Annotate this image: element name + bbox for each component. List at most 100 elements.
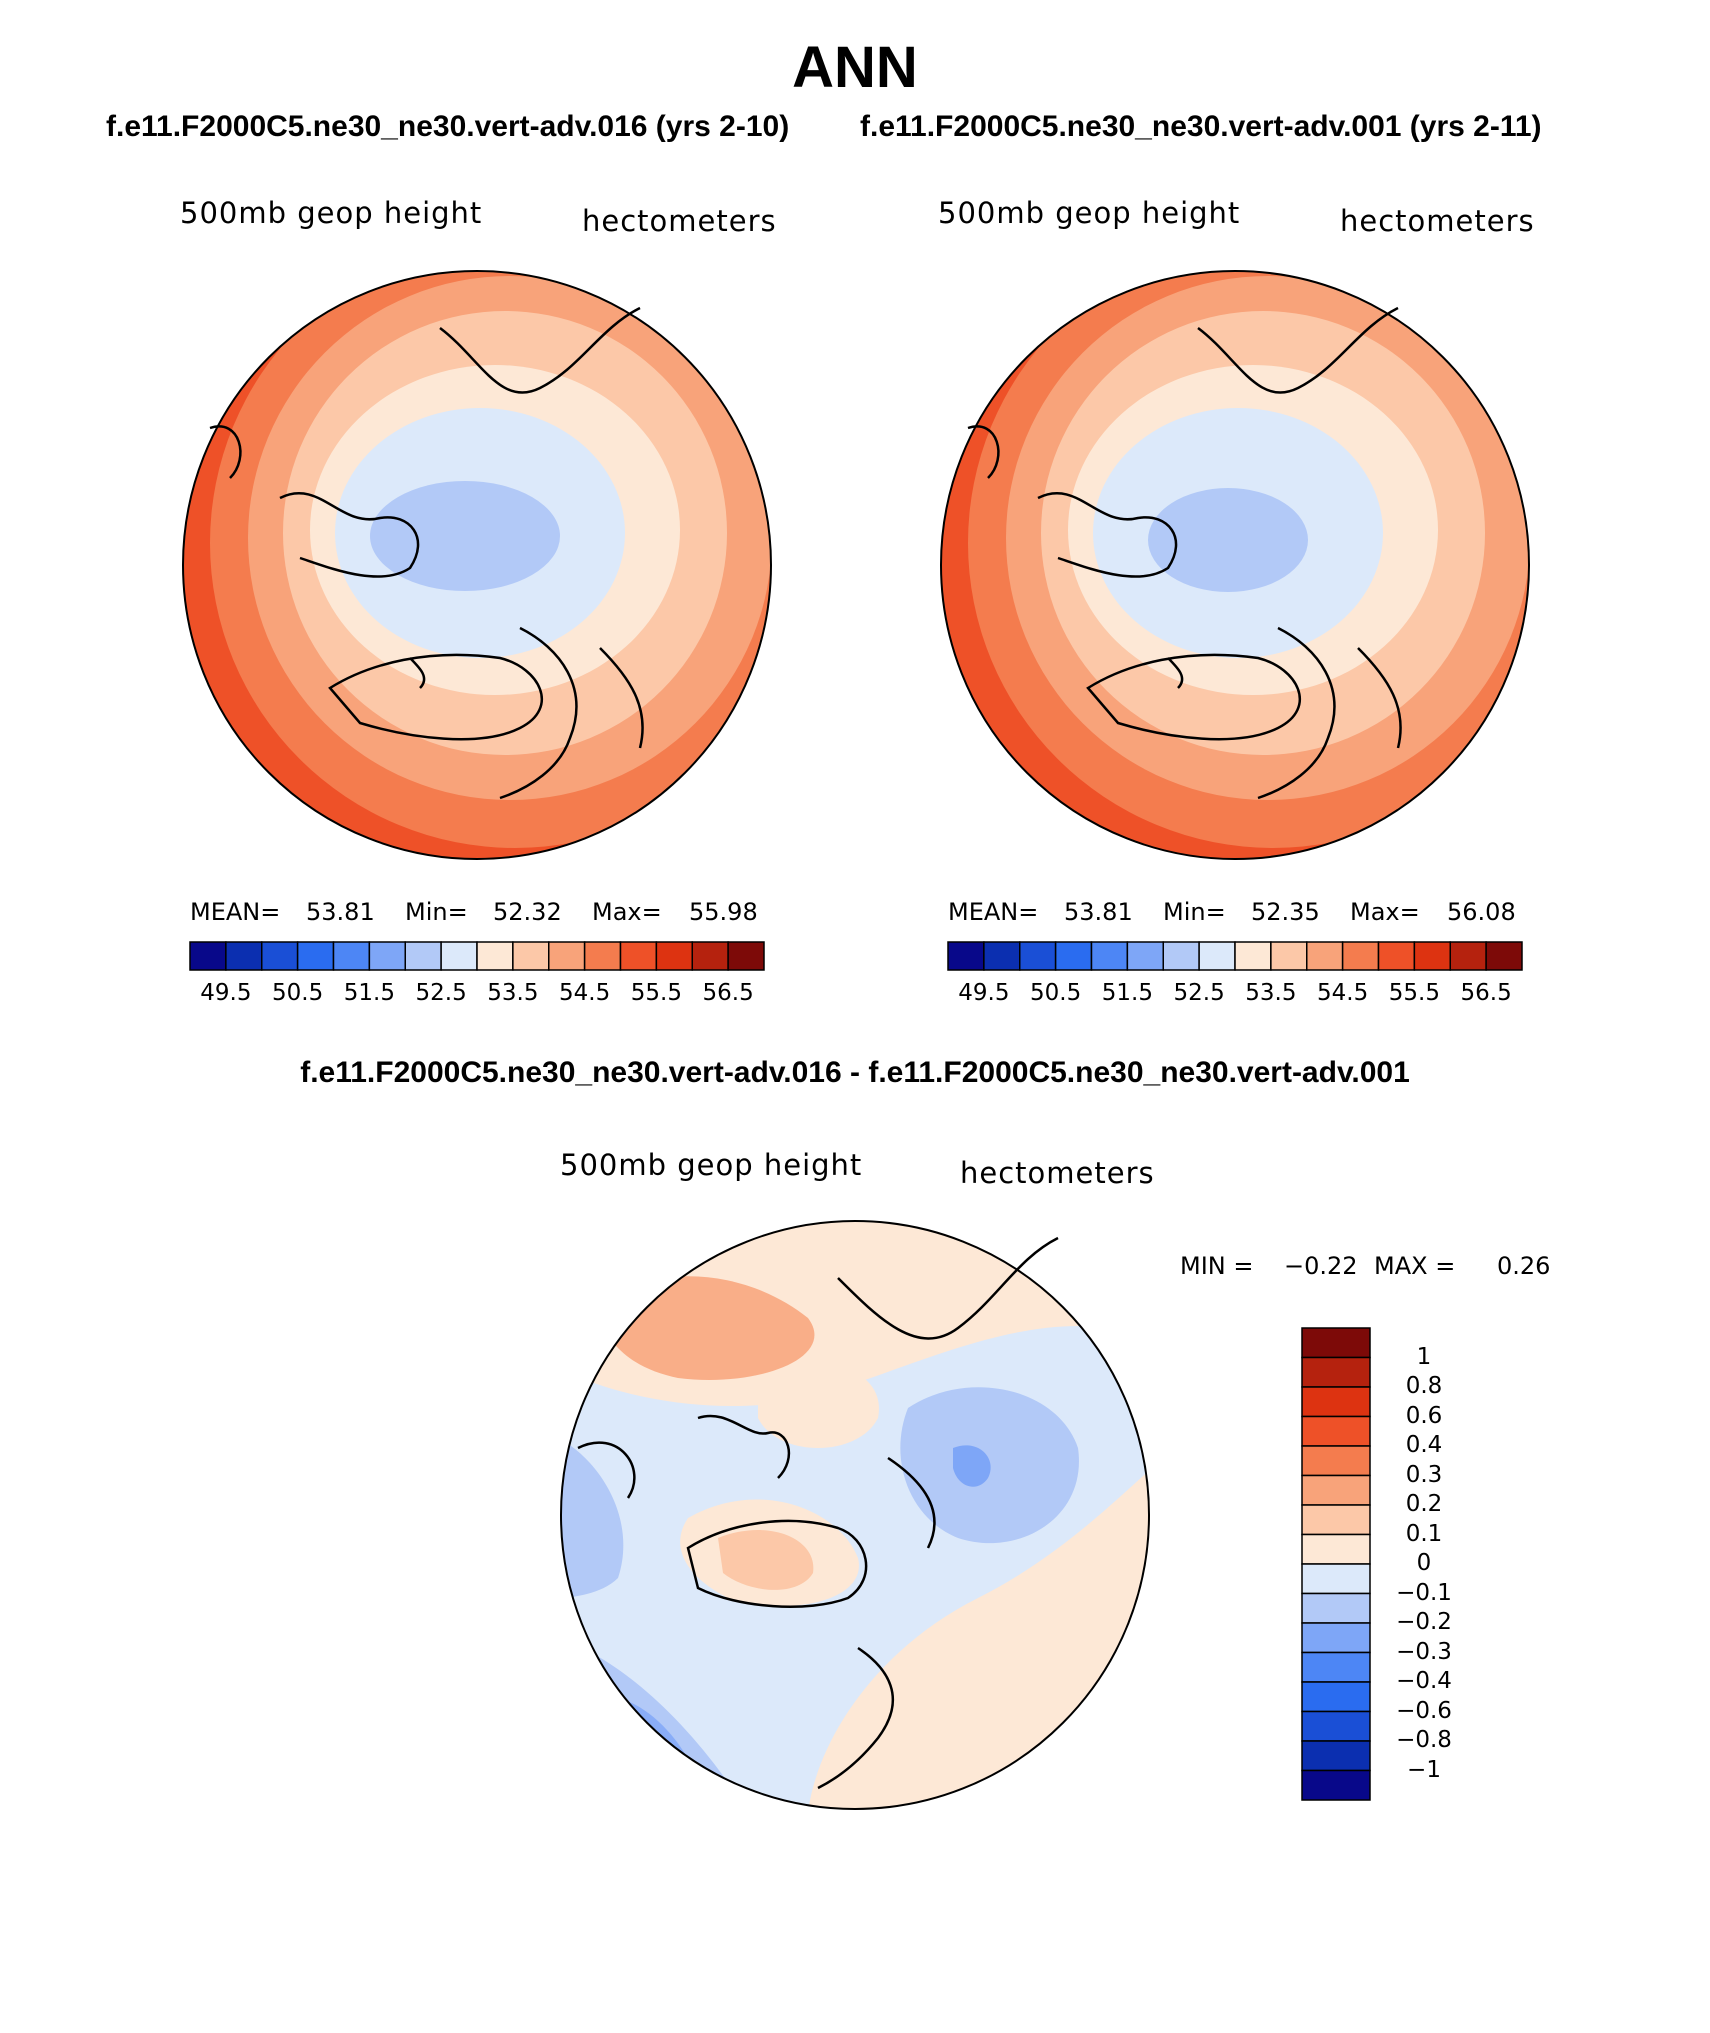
colorbar-swatch xyxy=(1341,941,1380,971)
colorbar-tick-label: 51.5 xyxy=(1101,980,1153,1006)
colorbar-tick-label: 54.5 xyxy=(1317,980,1369,1006)
colorbar-swatch xyxy=(727,941,765,971)
colorbar-swatch xyxy=(1198,941,1236,971)
colorbar-tick-label: 0.3 xyxy=(1405,1461,1443,1488)
colorbar-swatch xyxy=(1019,941,1057,971)
colorbar-tick-label: 0 xyxy=(1416,1550,1432,1576)
left-units-label: hectometers xyxy=(582,204,777,238)
colorbar-swatch xyxy=(1485,941,1523,971)
colorbar-swatch xyxy=(1301,1533,1371,1565)
colorbar-swatch xyxy=(1234,941,1272,971)
figure-title: ANN xyxy=(792,35,918,100)
colorbar-swatch xyxy=(1301,1445,1371,1477)
left-case-title: f.e11.F2000C5.ne30_ne30.vert-adv.016 (yr… xyxy=(106,110,790,143)
colorbar-swatch xyxy=(1301,1740,1371,1772)
colorbar-swatch xyxy=(1301,1327,1371,1359)
left-max-label: Max= xyxy=(592,898,662,926)
colorbar-tick-label: 50.5 xyxy=(272,980,324,1006)
right-min-label: Min= xyxy=(1163,898,1226,926)
colorbar-swatch xyxy=(1301,1504,1371,1536)
colorbar-swatch xyxy=(1413,941,1451,971)
colorbar-swatch xyxy=(1306,941,1344,971)
right-coastlines xyxy=(967,306,1402,800)
colorbar-tick-label: 49.5 xyxy=(958,980,1010,1006)
colorbar-swatch xyxy=(332,941,371,971)
colorbar-tick-label: 56.5 xyxy=(1460,980,1512,1006)
colorbar-swatch xyxy=(1301,1769,1371,1801)
left-coastlines xyxy=(209,306,644,800)
colorbar-swatch xyxy=(1301,1710,1371,1742)
left-max-value: 55.98 xyxy=(689,898,758,926)
left-mean-label: MEAN= xyxy=(190,898,281,926)
colorbar-swatch xyxy=(225,941,263,971)
left-colorbar-ticks: 49.5 50.5 51.5 52.5 53.5 54.5 55.5 56.5 xyxy=(190,980,764,1010)
colorbar-tick-label: 54.5 xyxy=(559,980,611,1006)
right-mean-label: MEAN= xyxy=(948,898,1039,926)
diff-variable-label: 500mb geop height xyxy=(560,1148,863,1182)
colorbar-swatch xyxy=(1054,941,1093,971)
colorbar-swatch xyxy=(440,941,478,971)
right-min-value: 52.35 xyxy=(1251,898,1320,926)
diff-colorbar-ticks: 1 0.8 0.6 0.4 0.3 0.2 0.1 0 −0.1 −0.2 −0.3 −0.4 −0.6… xyxy=(1384,1328,1474,1800)
right-variable-label: 500mb geop height xyxy=(938,196,1241,230)
colorbar-tick-label: −0.1 xyxy=(1396,1579,1452,1606)
colorbar-swatch xyxy=(1301,1415,1371,1447)
colorbar-swatch xyxy=(189,941,227,971)
colorbar-swatch xyxy=(1301,1563,1371,1595)
left-map-border xyxy=(182,270,772,860)
colorbar-swatch xyxy=(1301,1386,1371,1418)
colorbar-swatch xyxy=(1449,941,1487,971)
right-case-title: f.e11.F2000C5.ne30_ne30.vert-adv.001 (yr… xyxy=(860,110,1542,143)
colorbar-tick-label: 53.5 xyxy=(1245,980,1297,1006)
colorbar-tick-label: 0.2 xyxy=(1405,1491,1443,1517)
colorbar-swatch xyxy=(261,941,299,971)
colorbar-tick-label: 52.5 xyxy=(1173,980,1225,1006)
colorbar-tick-label: −0.4 xyxy=(1396,1668,1452,1694)
colorbar-swatch xyxy=(368,941,406,971)
colorbar-tick-label: 55.5 xyxy=(630,980,682,1006)
colorbar-swatch xyxy=(1162,941,1200,971)
diff-max-label: MAX = xyxy=(1374,1252,1456,1280)
diff-coastlines xyxy=(577,1236,1059,1790)
colorbar-tick-label: −0.2 xyxy=(1396,1609,1452,1635)
left-variable-label: 500mb geop height xyxy=(180,196,483,230)
colorbar-swatch xyxy=(1301,1681,1371,1713)
colorbar-swatch xyxy=(1377,941,1416,971)
colorbar-tick-label: 0.8 xyxy=(1405,1373,1443,1399)
left-map-fields xyxy=(183,271,771,859)
right-max-value: 56.08 xyxy=(1447,898,1516,926)
colorbar-tick-label: 0.1 xyxy=(1405,1520,1443,1547)
diff-min-value: −0.22 xyxy=(1284,1252,1358,1280)
right-colorbar xyxy=(947,941,1523,971)
colorbar-tick-label: −0.6 xyxy=(1396,1697,1452,1724)
colorbar-swatch xyxy=(1270,941,1308,971)
diff-units-label: hectometers xyxy=(960,1156,1155,1190)
colorbar-swatch xyxy=(947,941,985,971)
colorbar-swatch xyxy=(1301,1356,1371,1388)
left-mean-value: 53.81 xyxy=(306,898,375,926)
colorbar-swatch xyxy=(404,941,442,971)
colorbar-tick-label: 0.4 xyxy=(1405,1432,1443,1458)
colorbar-swatch xyxy=(1301,1622,1371,1654)
colorbar-swatch xyxy=(548,941,586,971)
right-units-label: hectometers xyxy=(1340,204,1535,238)
colorbar-swatch xyxy=(583,941,622,971)
right-colorbar-ticks: 49.5 50.5 51.5 52.5 53.5 54.5 55.5 56.5 xyxy=(948,980,1522,1010)
left-min-label: Min= xyxy=(405,898,468,926)
colorbar-swatch xyxy=(1301,1474,1371,1506)
colorbar-tick-label: −0.8 xyxy=(1396,1727,1452,1753)
left-min-value: 52.32 xyxy=(493,898,562,926)
right-map-border xyxy=(940,270,1530,860)
colorbar-swatch xyxy=(655,941,693,971)
colorbar-tick-label: 49.5 xyxy=(200,980,252,1006)
colorbar-tick-label: 55.5 xyxy=(1388,980,1440,1006)
colorbar-tick-label: 52.5 xyxy=(415,980,467,1006)
colorbar-tick-label: 1 xyxy=(1416,1343,1432,1370)
colorbar-tick-label: 51.5 xyxy=(343,980,395,1006)
colorbar-tick-label: 56.5 xyxy=(702,980,754,1006)
colorbar-swatch xyxy=(512,941,550,971)
colorbar-swatch xyxy=(1126,941,1164,971)
right-polar-map xyxy=(940,270,1530,860)
right-mean-value: 53.81 xyxy=(1064,898,1133,926)
diff-title: f.e11.F2000C5.ne30_ne30.vert-adv.016 - f… xyxy=(300,1056,1410,1089)
